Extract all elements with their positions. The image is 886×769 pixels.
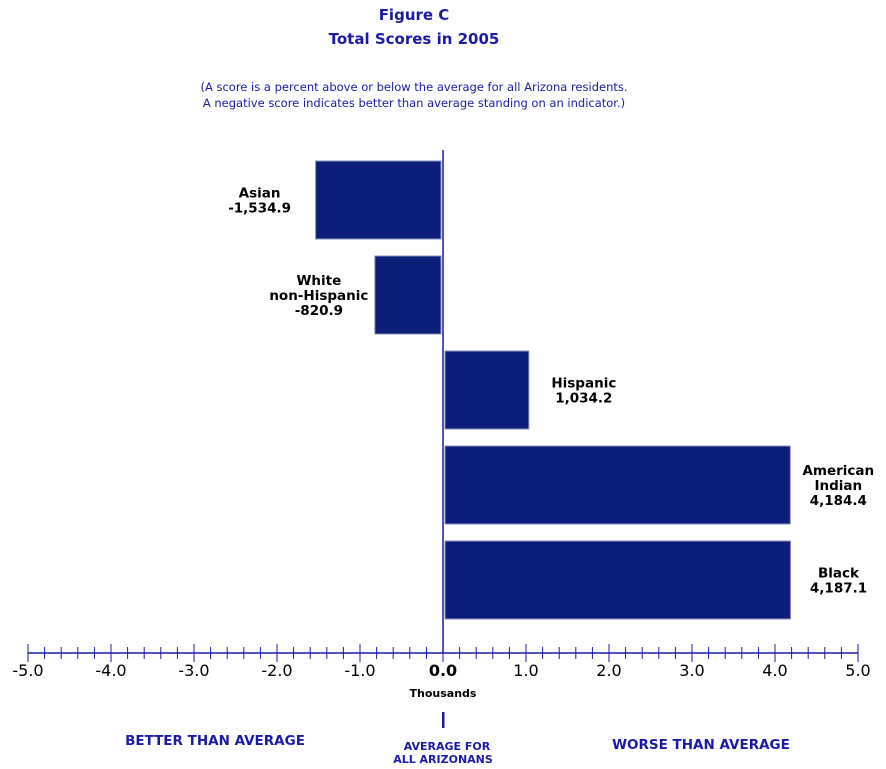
x-axis-label: Thousands xyxy=(410,687,477,700)
bar-hispanic xyxy=(444,350,530,430)
x-tick-label: -2.0 xyxy=(261,661,292,680)
x-tick-label: -3.0 xyxy=(178,661,209,680)
bar-value-label: -1,534.9 xyxy=(228,201,291,217)
bar-asian xyxy=(315,160,442,240)
bar-value-label: -820.9 xyxy=(295,303,343,319)
x-tick-label: 4.0 xyxy=(762,661,787,680)
bar-value-label: 4,187.1 xyxy=(810,581,867,597)
worse-than-average-label: WORSE THAN AVERAGE xyxy=(612,737,790,753)
average-marker xyxy=(442,712,445,728)
bar-category-label: Asian xyxy=(239,186,281,202)
x-tick-label: -4.0 xyxy=(95,661,126,680)
bar-category-label: Indian xyxy=(814,478,862,494)
average-label-line-2: ALL ARIZONANS xyxy=(393,753,493,766)
chart-title: Figure C xyxy=(379,6,450,24)
x-tick-label: -1.0 xyxy=(344,661,375,680)
x-tick-label: 0.0 xyxy=(429,661,457,680)
x-tick-label: 2.0 xyxy=(596,661,621,680)
bar-category-label: White xyxy=(296,273,341,289)
x-tick-label: 3.0 xyxy=(679,661,704,680)
bar-category-label: non-Hispanic xyxy=(269,288,368,304)
bar-category-label: Hispanic xyxy=(551,376,616,392)
x-tick-label: -5.0 xyxy=(12,661,43,680)
x-axis: -5.0 -4.0 -3.0 -2.0 -1.0 0.0 1.0 2.0 3.0 4.0 5.0 xyxy=(12,644,871,680)
chart-subtitle: Total Scores in 2005 xyxy=(329,30,500,48)
bar-black xyxy=(444,540,792,620)
chart-note-line-1: (A score is a percent above or below the… xyxy=(200,80,627,94)
bar-white-non-hispanic xyxy=(374,255,442,335)
bar-category-label: American xyxy=(802,463,874,479)
bar-value-label: 1,034.2 xyxy=(555,391,612,407)
bar-american-indian xyxy=(444,445,791,525)
chart-note-line-2: A negative score indicates better than a… xyxy=(203,96,625,110)
x-tick-label: 1.0 xyxy=(513,661,538,680)
average-label-line-1: AVERAGE FOR xyxy=(404,740,491,753)
bar-value-label: 4,184.4 xyxy=(810,493,867,509)
better-than-average-label: BETTER THAN AVERAGE xyxy=(125,733,305,749)
x-tick-label: 5.0 xyxy=(845,661,870,680)
bar-category-label: Black xyxy=(818,566,860,582)
